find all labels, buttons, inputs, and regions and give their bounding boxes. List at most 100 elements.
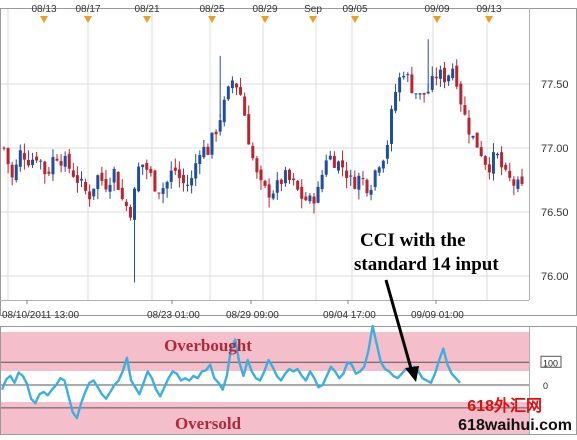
bear-candle xyxy=(312,196,316,204)
bull-candle xyxy=(373,170,377,188)
bear-candle xyxy=(100,172,104,181)
top-date-label: 08/17 xyxy=(75,4,100,15)
grid-lines xyxy=(1,9,529,300)
top-date-label: 08/29 xyxy=(252,4,277,15)
bear-candle xyxy=(247,114,251,145)
bull-candle xyxy=(161,188,165,194)
bull-candle xyxy=(516,179,520,189)
price-panel-frame xyxy=(0,8,577,316)
bear-candle xyxy=(104,179,108,190)
price-tick-label: 77.00 xyxy=(541,143,569,155)
bear-candle xyxy=(434,76,438,79)
bull-candle xyxy=(402,75,406,78)
bull-candle xyxy=(389,109,393,144)
bull-candle xyxy=(165,181,169,189)
date-marker-triangle xyxy=(309,16,317,23)
cci-tick-label: 100 xyxy=(543,358,558,368)
price-axis: 77.50 77.00 76.50 76.00 xyxy=(541,79,569,283)
bull-candle xyxy=(198,155,202,165)
bear-candle xyxy=(475,132,479,148)
bear-candle xyxy=(128,206,132,218)
bull-candle xyxy=(63,155,67,167)
time-tick-label: 08/23 01:00 xyxy=(147,310,200,321)
candlestick-series xyxy=(2,39,524,283)
bull-candle xyxy=(414,93,418,95)
price-tick-label: 77.50 xyxy=(541,79,569,91)
bear-candle xyxy=(267,184,271,198)
bull-candle xyxy=(406,74,410,76)
bear-candle xyxy=(251,145,255,159)
date-marker-triangle xyxy=(485,16,493,23)
bear-candle xyxy=(443,67,447,83)
bull-candle xyxy=(381,160,385,169)
bear-candle xyxy=(365,179,369,194)
bear-candle xyxy=(43,161,47,175)
bull-candle xyxy=(108,184,112,192)
bull-candle xyxy=(202,146,206,158)
date-marker-triangle xyxy=(261,16,269,23)
bear-candle xyxy=(288,169,292,181)
bear-candle xyxy=(422,92,426,95)
bear-candle xyxy=(59,161,63,166)
annotation-line-2: standard 14 input xyxy=(354,254,499,275)
cci-line xyxy=(0,324,461,420)
bull-candle xyxy=(377,167,381,173)
bear-candle xyxy=(512,179,516,186)
bull-candle xyxy=(349,175,353,177)
bear-candle xyxy=(26,160,30,166)
bear-candle xyxy=(10,164,14,178)
bear-candle xyxy=(157,192,161,194)
bull-candle xyxy=(283,170,287,184)
bear-candle xyxy=(463,105,467,115)
bull-candle xyxy=(275,180,279,193)
bear-candle xyxy=(332,155,336,168)
bull-candle xyxy=(418,93,422,95)
bull-candle xyxy=(112,168,116,183)
bear-candle xyxy=(353,176,357,189)
annotation-line-1: CCI with the xyxy=(360,230,466,251)
bear-candle xyxy=(255,158,259,173)
bull-candle xyxy=(186,184,190,186)
bull-candle xyxy=(14,164,18,181)
bull-candle xyxy=(328,155,332,160)
bear-candle xyxy=(479,147,483,156)
bear-candle xyxy=(35,156,39,161)
bear-candle xyxy=(520,176,524,184)
top-date-label: 08/25 xyxy=(199,4,224,15)
bear-candle xyxy=(145,162,149,170)
date-marker-triangle xyxy=(40,16,48,23)
bear-candle xyxy=(177,169,181,179)
bull-candle xyxy=(226,86,230,100)
bull-candle xyxy=(137,166,141,192)
bull-candle xyxy=(271,193,275,199)
bear-candle xyxy=(508,170,512,178)
bear-candle xyxy=(149,168,153,173)
bear-candle xyxy=(55,158,59,161)
time-tick-label: 08/29 09:00 xyxy=(226,310,279,321)
bear-candle xyxy=(75,175,79,183)
bull-candle xyxy=(31,159,35,166)
bear-candle xyxy=(263,180,267,186)
bear-candle xyxy=(71,170,75,177)
bull-candle xyxy=(230,80,234,89)
bear-candle xyxy=(483,156,487,165)
time-tick-label: 09/09 01:00 xyxy=(411,310,464,321)
bear-candle xyxy=(459,83,463,105)
cci-tick-label: 0 xyxy=(543,381,548,391)
bear-candle xyxy=(487,164,491,173)
bear-candle xyxy=(361,178,365,180)
bull-candle xyxy=(430,76,434,90)
date-marker-triangle xyxy=(84,16,92,23)
bull-candle xyxy=(471,135,475,138)
annotation-arrow xyxy=(384,279,419,382)
date-marker-triangle xyxy=(351,16,359,23)
bull-candle xyxy=(369,189,373,195)
bull-candle xyxy=(316,186,320,203)
top-date-label: 08/21 xyxy=(134,4,159,15)
date-markers: 08/13 08/17 08/21 08/25 08/29 Sep 09/05 09/09 09… xyxy=(31,4,502,23)
top-date-label: 08/13 xyxy=(31,4,56,15)
bull-candle xyxy=(496,153,500,156)
overbought-label: Overbought xyxy=(164,336,252,355)
bear-candle xyxy=(6,148,10,165)
price-tick-label: 76.50 xyxy=(541,207,569,219)
